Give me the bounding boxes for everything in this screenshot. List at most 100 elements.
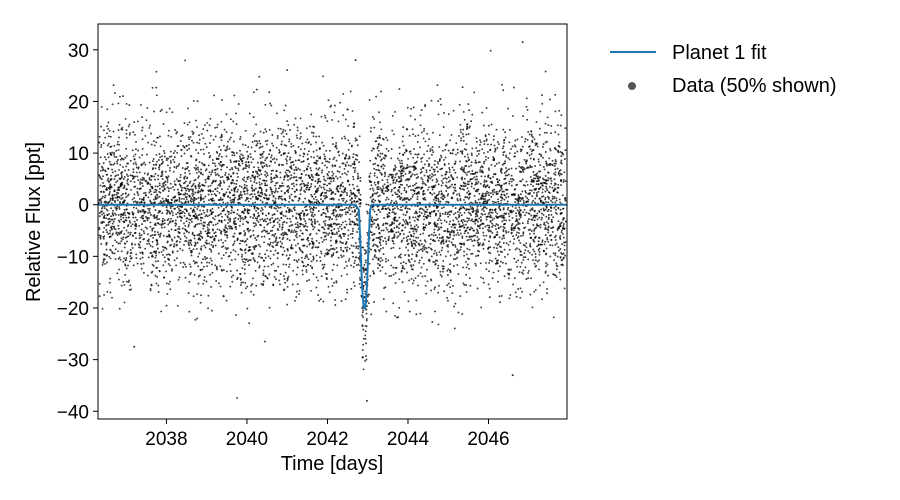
data-point [518, 271, 521, 274]
data-point [133, 197, 136, 200]
data-point [502, 128, 505, 131]
data-point [186, 123, 189, 126]
data-point [419, 114, 422, 117]
data-point [143, 172, 146, 175]
data-point [126, 179, 129, 182]
data-point [121, 126, 124, 129]
data-point [117, 278, 120, 281]
data-point [433, 163, 436, 166]
data-point [505, 219, 508, 222]
data-point [173, 183, 176, 186]
data-point [447, 149, 450, 152]
data-point [500, 294, 503, 297]
data-point [209, 210, 212, 212]
data-point [352, 192, 355, 195]
data-point [222, 179, 225, 182]
data-point [288, 158, 291, 161]
data-point [476, 208, 479, 211]
data-point [401, 224, 404, 227]
data-point [224, 171, 227, 174]
data-point [405, 236, 408, 239]
data-point [373, 272, 375, 275]
data-point [213, 168, 216, 171]
data-point [508, 158, 511, 161]
data-point [372, 239, 375, 242]
data-point [116, 205, 119, 208]
data-point [111, 168, 114, 171]
data-point [468, 235, 471, 238]
data-point [296, 236, 298, 239]
data-point [185, 198, 188, 201]
data-point [500, 170, 502, 173]
data-point [293, 229, 296, 232]
data-point [355, 154, 358, 156]
data-point [201, 268, 204, 271]
data-point [251, 141, 254, 143]
data-point [262, 269, 265, 272]
data-point [326, 189, 328, 192]
data-point [218, 162, 221, 165]
data-point [536, 212, 539, 215]
data-point [298, 159, 301, 162]
data-point [188, 190, 190, 193]
data-point [212, 224, 215, 227]
data-point [311, 201, 313, 203]
data-point [174, 219, 177, 222]
data-point [266, 139, 269, 142]
data-point [331, 284, 334, 287]
data-point [173, 180, 176, 183]
data-point [470, 201, 473, 204]
data-point [196, 223, 199, 226]
data-point [117, 213, 120, 216]
data-point [485, 192, 488, 195]
data-point [282, 275, 285, 277]
data-point [105, 158, 107, 161]
data-point [147, 240, 150, 243]
data-point [119, 201, 121, 203]
data-point [495, 228, 497, 231]
data-point [471, 182, 473, 185]
data-point [296, 129, 299, 132]
data-point [212, 179, 215, 182]
data-point [290, 210, 293, 213]
data-point [346, 192, 348, 194]
data-point [268, 164, 271, 167]
data-point [494, 173, 497, 176]
data-point [206, 235, 209, 238]
data-point [457, 135, 460, 137]
data-point [255, 239, 258, 241]
data-point [120, 218, 122, 221]
data-point [304, 184, 307, 187]
data-point [492, 224, 495, 227]
data-point [375, 95, 378, 98]
data-point [543, 168, 546, 171]
data-point [340, 274, 343, 277]
data-point [385, 196, 388, 199]
data-point [422, 129, 425, 132]
data-point [314, 185, 317, 188]
data-point [496, 141, 499, 143]
data-point [239, 149, 241, 152]
data-point [470, 238, 472, 241]
data-point [268, 197, 270, 200]
data-point [349, 233, 352, 236]
data-point [134, 231, 137, 234]
data-point [249, 229, 252, 232]
data-point [455, 251, 458, 254]
data-point [521, 190, 524, 193]
data-point [462, 282, 465, 285]
data-point [322, 266, 325, 269]
data-point [382, 185, 384, 188]
data-point [349, 223, 352, 226]
data-point [174, 199, 177, 202]
data-point [399, 256, 402, 259]
data-point [281, 228, 283, 231]
data-point [168, 155, 171, 158]
data-point [133, 121, 136, 124]
data-point [235, 152, 238, 154]
data-point [117, 102, 120, 105]
data-point [229, 220, 232, 223]
data-point [169, 280, 171, 283]
data-point [118, 268, 121, 271]
data-point [104, 136, 107, 139]
